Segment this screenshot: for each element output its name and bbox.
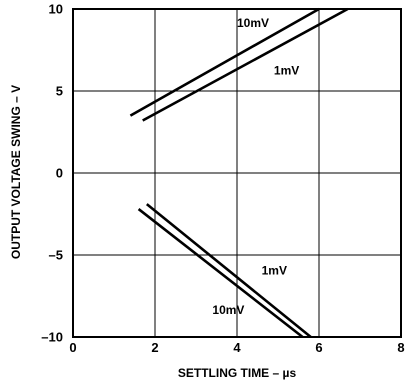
y-tick-label--5: –5 <box>49 248 63 263</box>
plot-border <box>72 8 402 338</box>
series-line-1mv-2 <box>145 203 312 339</box>
x-tick-label-6: 6 <box>315 340 322 355</box>
x-tick-label-8: 8 <box>397 340 404 355</box>
series-label-10mv-0: 10mV <box>237 16 269 30</box>
grid <box>73 9 401 337</box>
plot-frame <box>72 8 402 338</box>
y-axis-title: OUTPUT VOLTAGE SWING – V <box>9 85 23 259</box>
x-tick-label-0: 0 <box>69 340 76 355</box>
y-tick-label--10: –10 <box>41 330 63 345</box>
series-lines <box>129 7 349 339</box>
tick-labels: 0 2 4 6 8 –10 –5 0 5 10 <box>41 2 404 356</box>
series-line-1mv-1 <box>142 7 349 122</box>
x-axis-title: SETTLING TIME – µs <box>178 366 297 380</box>
series-line-10mv-0 <box>129 7 320 117</box>
y-tick-label-10: 10 <box>49 2 63 17</box>
x-tick-label-2: 2 <box>151 340 158 355</box>
series-annotations: 10mV 1mV 1mV 10mV <box>212 16 299 317</box>
series-label-1mv-2: 1mV <box>262 264 287 278</box>
series-line-10mv-3 <box>137 208 304 339</box>
series-label-10mv-3: 10mV <box>212 303 244 317</box>
y-tick-label-5: 5 <box>56 84 63 99</box>
series-label-1mv-1: 1mV <box>274 64 299 78</box>
x-tick-label-4: 4 <box>233 340 241 355</box>
y-tick-label-0: 0 <box>56 166 63 181</box>
